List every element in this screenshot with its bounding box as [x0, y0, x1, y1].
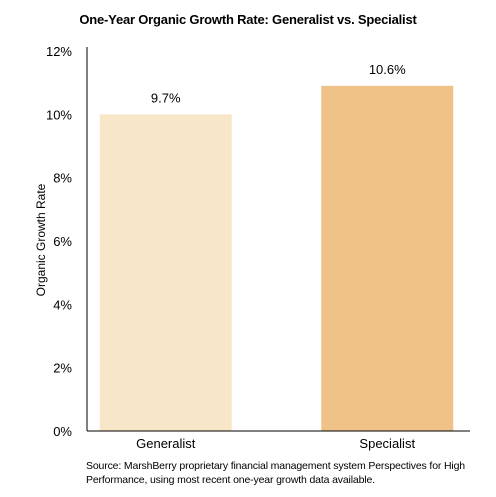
x-tick-label: Specialist: [359, 436, 415, 451]
x-tick-label: Generalist: [136, 436, 196, 451]
bar-value-labels: 9.7% 10.6%: [151, 62, 406, 106]
y-tick-label: 8%: [53, 171, 72, 186]
x-axis-ticks: Generalist Specialist: [136, 436, 415, 451]
bar-value-label: 10.6%: [369, 62, 406, 77]
chart-title: One-Year Organic Growth Rate: Generalist…: [79, 12, 417, 27]
y-axis-ticks: 0% 2% 4% 6% 8% 10% 12%: [46, 44, 72, 439]
bar-value-label: 9.7%: [151, 90, 181, 105]
bar-specialist: [321, 85, 454, 431]
y-tick-label: 10%: [46, 107, 72, 122]
y-tick-label: 4%: [53, 297, 72, 312]
bar-generalist: [99, 114, 232, 431]
y-tick-label: 2%: [53, 361, 72, 376]
bars: [99, 85, 454, 431]
source-note: Source: MarshBerry proprietary financial…: [86, 460, 465, 486]
y-tick-label: 6%: [53, 234, 72, 249]
y-axis-label: Organic Growth Rate: [34, 183, 48, 296]
y-tick-label: 12%: [46, 44, 72, 59]
bar-chart: 0% 2% 4% 6% 8% 10% 12% 9.7% 10.6% Generalist Spe…: [34, 44, 470, 451]
y-tick-label: 0%: [53, 424, 72, 439]
